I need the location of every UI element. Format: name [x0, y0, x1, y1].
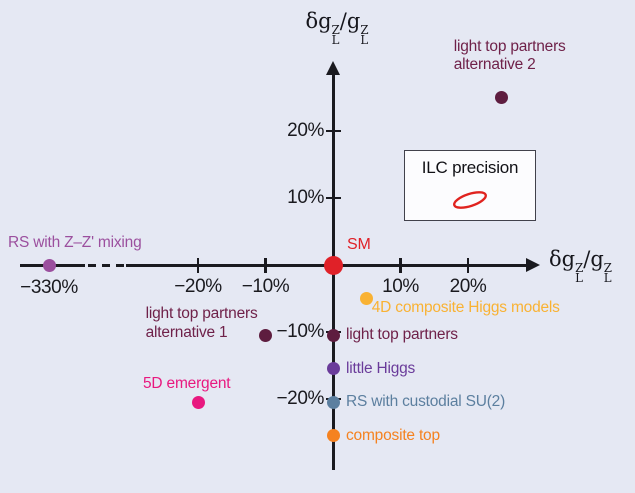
point-label-light-top-partners-alt1: light top partners alternative 1 — [145, 305, 258, 341]
x-axis-arrow-icon — [526, 258, 540, 272]
data-point-light-top-partners — [326, 328, 340, 342]
x-tick — [264, 257, 267, 273]
y-title-slash: / — [339, 9, 347, 33]
x-tick-label: 10% — [382, 276, 419, 297]
y-title-sub2: L — [360, 32, 369, 47]
data-point-sm — [323, 255, 343, 275]
y-title-base1: δg — [305, 9, 332, 33]
ilc-precision-label: ILC precision — [421, 158, 519, 177]
axis-break-dashes-icon — [88, 263, 124, 267]
point-label-light-top-partners: light top partners — [346, 326, 458, 344]
data-point-composite-top — [326, 429, 340, 443]
x-title-base1: δg — [549, 247, 576, 271]
data-point-rs-custodial-su2 — [326, 395, 340, 409]
y-tick-label: 20% — [287, 120, 324, 141]
data-point-4d-composite-higgs — [360, 292, 374, 305]
y-tick-label: 10% — [287, 187, 324, 208]
x-tick-label: −10% — [241, 276, 290, 297]
y-title-base2: g — [346, 9, 361, 33]
x-title-sub2: L — [603, 270, 612, 285]
y-title-sub1: L — [331, 32, 340, 47]
y-title-sup2: Z — [360, 22, 369, 37]
offscale-tick-label: −330% — [20, 277, 78, 298]
point-label-light-top-partners-alt2: light top partners alternative 2 — [453, 37, 566, 73]
x-tick-label: −20% — [174, 276, 222, 297]
point-label-4d-composite-higgs: 4D composite Higgs models — [371, 298, 560, 316]
x-tick — [466, 257, 470, 273]
ilc-precision-box: ILC precision — [404, 150, 536, 221]
data-point-little-higgs — [326, 362, 340, 376]
point-label-rs-custodial-su2: RS with custodial SU(2) — [346, 393, 506, 411]
point-label-composite-top: composite top — [346, 426, 440, 444]
x-title-sub1: L — [575, 270, 583, 285]
point-label-5d-emergent: 5D emergent — [143, 375, 231, 393]
y-tick — [325, 129, 341, 133]
y-tick-label: −10% — [276, 321, 324, 342]
x-title-sup2: Z — [603, 260, 612, 275]
x-tick — [399, 257, 402, 273]
x-title-sup1: Z — [575, 260, 584, 275]
y-axis-title: δg Z L/g Z L — [277, 9, 397, 45]
x-axis-title: δg Z L/g Z L — [549, 247, 635, 283]
data-point-light-top-partners-alt1 — [259, 328, 272, 342]
x-title-base2: g — [590, 247, 604, 271]
ilc-ellipse-icon — [452, 191, 488, 209]
data-point-5d-emergent — [191, 395, 205, 409]
x-tick-label: 20% — [449, 276, 487, 297]
y-tick-label: −20% — [276, 388, 324, 409]
y-tick — [325, 196, 341, 200]
y-title-sup1: Z — [331, 22, 340, 37]
point-label-sm: SM — [347, 236, 371, 253]
point-label-rs-zz-mixing: RS with Z–Z' mixing — [8, 234, 142, 251]
x-tick — [196, 257, 200, 273]
y-axis-arrow-icon — [326, 61, 340, 75]
data-point-rs-zz-mixing — [42, 258, 56, 272]
x-title-slash: / — [583, 247, 591, 271]
point-label-little-higgs: little Higgs — [346, 359, 416, 377]
data-point-light-top-partners-alt2 — [495, 91, 509, 104]
